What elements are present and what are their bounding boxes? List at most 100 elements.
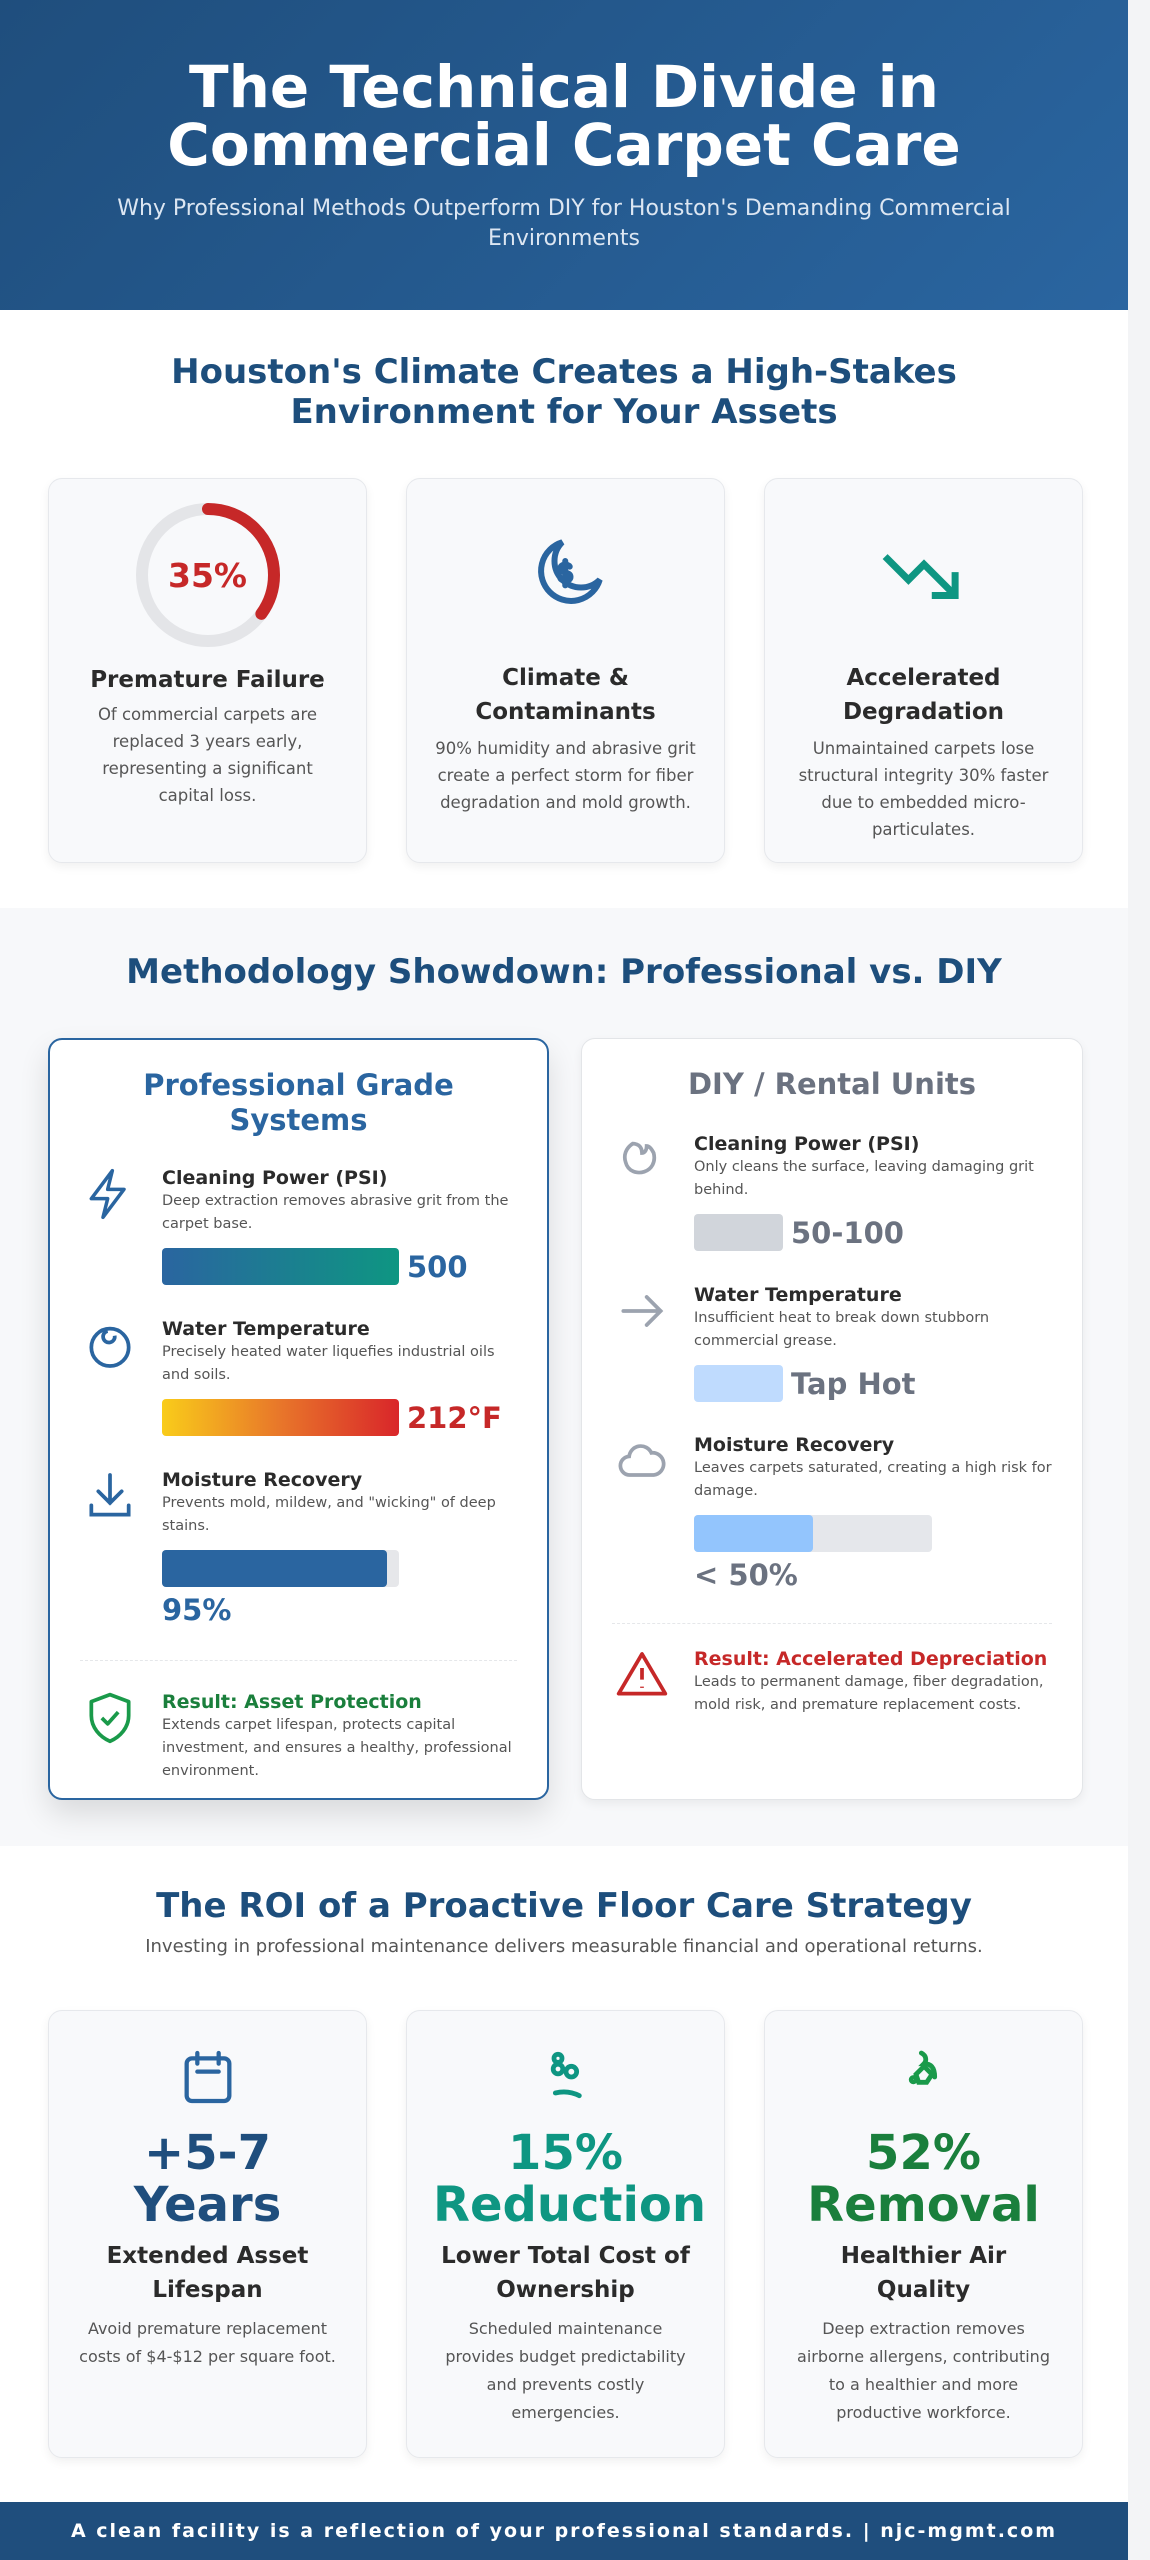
section-title: Methodology Showdown: Professional vs. D…	[126, 952, 1002, 992]
card-title: Lower Total Cost of Ownership	[441, 2243, 690, 2303]
moisture-bar-row	[694, 1515, 1058, 1552]
pro-result: Result: Asset Protection Extends carpet …	[89, 1690, 523, 1783]
cloud-icon	[618, 1444, 666, 1477]
stat-line: 15%	[508, 2125, 623, 2181]
roi-card-cost: 15% Reduction Lower Total Cost of Ownersh…	[406, 2010, 725, 2458]
flame-icon	[89, 1326, 131, 1368]
card-text: Avoid premature replacement costs of $4-…	[79, 2319, 336, 2366]
professional-heading: Professional Grade Systems	[143, 1068, 454, 1137]
professional-card: Professional Grade Systems Cleaning Powe…	[48, 1038, 549, 1800]
diy-card: DIY / Rental Units Cleaning Power (PSI) …	[581, 1038, 1083, 1800]
psi-bar-row: 50-100	[694, 1214, 1058, 1251]
roi-card-lifespan: +5-7 Years Extended Asset Lifespan Avoid …	[48, 2010, 367, 2458]
card-title: Premature Failure	[90, 667, 325, 693]
item-title: Moisture Recovery	[694, 1434, 895, 1456]
savings-icon	[550, 2051, 582, 2099]
roi-stat: +5-7 Years	[75, 2127, 340, 2231]
divider	[612, 1623, 1052, 1624]
title-line: Environment for Your Assets	[290, 392, 838, 432]
page-subtitle: Why Professional Methods Outperform DIY …	[117, 196, 1011, 251]
result-text: Leads to permanent damage, fiber degrada…	[694, 1674, 1044, 1713]
temp-bar-row: 212°F	[162, 1399, 523, 1436]
result-text: Extends carpet lifespan, protects capita…	[162, 1717, 512, 1779]
card-title: Accelerated Degradation	[842, 665, 1005, 725]
moisture-bar-track	[162, 1550, 399, 1587]
section-title: The ROI of a Proactive Floor Care Strate…	[156, 1886, 972, 1926]
psi-bar	[162, 1248, 399, 1285]
stat-line: 52%	[866, 2125, 981, 2181]
title-line: Commercial Carpet Care	[167, 111, 961, 179]
card-text: Scheduled maintenance provides budget pr…	[445, 2319, 686, 2422]
stat-line: Removal	[807, 2177, 1040, 2233]
card-text: Of commercial carpets are replaced 3 yea…	[97, 705, 318, 805]
pro-item-moisture-recovery: Moisture Recovery Prevents mold, mildew,…	[89, 1468, 523, 1627]
temp-value: 212°F	[407, 1400, 502, 1435]
item-title: Water Temperature	[162, 1318, 370, 1340]
failure-gauge: 35%	[134, 501, 282, 649]
card-text: Deep extraction removes airborne allerge…	[797, 2319, 1050, 2422]
moisture-bar-fill	[694, 1515, 813, 1552]
stat-card-degradation: Accelerated Degradation Unmaintained car…	[764, 478, 1083, 863]
psi-bar	[694, 1214, 783, 1251]
card-title: Climate & Contaminants	[475, 665, 656, 725]
pro-item-cleaning-power: Cleaning Power (PSI) Deep extraction rem…	[89, 1166, 523, 1285]
climate-cards: 35% Premature Failure Of commercial carp…	[48, 478, 1083, 863]
result-title: Result: Accelerated Depreciation	[694, 1648, 1048, 1670]
stat-line: Years	[133, 2177, 282, 2233]
shield-check-icon	[89, 1692, 131, 1744]
trending-down-icon	[791, 521, 1056, 631]
temp-bar	[162, 1399, 399, 1436]
card-title: Extended Asset Lifespan	[106, 2243, 309, 2303]
diy-item-cleaning-power: Cleaning Power (PSI) Only cleans the sur…	[622, 1132, 1058, 1251]
item-text: Prevents mold, mildew, and "wicking" of …	[162, 1495, 496, 1534]
diy-result: Result: Accelerated Depreciation Leads t…	[616, 1647, 1058, 1717]
moon-dollar-icon	[433, 521, 698, 631]
title-line: Houston's Climate Creates a High-Stakes	[171, 352, 957, 392]
gauge-fill	[135, 503, 280, 647]
showdown-section: Methodology Showdown: Professional vs. D…	[0, 908, 1128, 1846]
section-subtitle: Investing in professional maintenance de…	[145, 1936, 983, 1957]
moisture-bar-fill	[162, 1550, 388, 1587]
warning-icon	[616, 1652, 668, 1696]
diy-heading: DIY / Rental Units	[687, 1067, 977, 1101]
stat-line: Reduction	[433, 2177, 707, 2233]
header-banner: The Technical Divide in Commercial Carpet…	[0, 0, 1128, 310]
psi-value: 500	[407, 1249, 468, 1284]
diy-item-moisture-recovery: Moisture Recovery Leaves carpets saturat…	[618, 1433, 1058, 1592]
weak-flame-icon	[622, 1141, 657, 1175]
item-text: Precisely heated water liquefies industr…	[162, 1344, 495, 1383]
roi-stat: 52% Removal	[791, 2127, 1056, 2231]
gauge-value: 35%	[168, 555, 247, 595]
card-title: Healthier Air Quality	[840, 2243, 1007, 2303]
roi-section: The ROI of a Proactive Floor Care Strate…	[0, 1846, 1128, 2458]
moisture-value: 95%	[162, 1593, 232, 1627]
stat-card-climate: Climate & Contaminants 90% humidity and …	[406, 478, 725, 863]
divider	[80, 1660, 517, 1661]
moisture-bar-row	[162, 1550, 523, 1587]
item-text: Leaves carpets saturated, creating a hig…	[694, 1460, 1052, 1499]
calendar-icon	[184, 2050, 231, 2104]
temp-value: Tap Hot	[791, 1366, 916, 1401]
psi-value: 50-100	[791, 1215, 904, 1250]
item-title: Moisture Recovery	[162, 1469, 363, 1491]
moisture-value: < 50%	[694, 1558, 798, 1592]
item-text: Insufficient heat to break down stubborn…	[694, 1310, 990, 1349]
arrow-right-icon	[621, 1295, 664, 1327]
pro-item-water-temperature: Water Temperature Precisely heated water…	[89, 1317, 523, 1436]
gauge-ring	[135, 503, 280, 647]
item-title: Cleaning Power (PSI)	[694, 1133, 920, 1155]
item-text: Only cleans the surface, leaving damagin…	[694, 1159, 1034, 1198]
moisture-bar-track	[694, 1515, 932, 1552]
footer: A clean facility is a reflection of your…	[0, 2502, 1128, 2560]
download-icon	[89, 1473, 131, 1517]
item-text: Deep extraction removes abrasive grit fr…	[162, 1193, 509, 1232]
item-title: Water Temperature	[694, 1284, 902, 1306]
title-line: The Technical Divide in	[189, 53, 939, 121]
lightning-icon	[89, 1168, 126, 1220]
stat-card-premature-failure: 35% Premature Failure Of commercial carp…	[48, 478, 367, 863]
section-title: Houston's Climate Creates a High-Stakes E…	[0, 352, 1128, 432]
card-text: 90% humidity and abrasive grit create a …	[435, 739, 696, 812]
roi-cards: +5-7 Years Extended Asset Lifespan Avoid …	[48, 2010, 1083, 2458]
temp-bar-row: Tap Hot	[694, 1365, 1058, 1402]
